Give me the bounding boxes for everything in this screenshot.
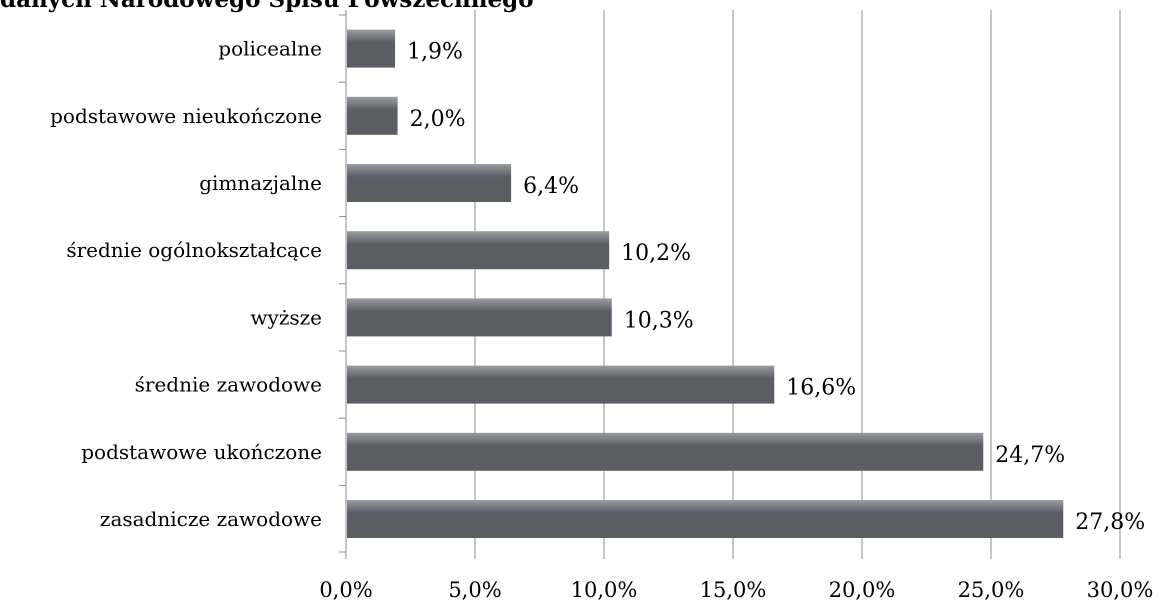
data-label: 10,2%: [621, 241, 691, 266]
data-label: 16,6%: [786, 376, 856, 401]
data-label: 6,4%: [523, 174, 579, 199]
bar: [347, 29, 396, 68]
bar: [347, 500, 1064, 538]
data-label: 1,9%: [407, 40, 463, 65]
x-tick-label: 0,0%: [319, 578, 372, 602]
bar: [347, 432, 984, 471]
data-label: 10,3%: [624, 308, 694, 333]
bar: [347, 96, 398, 135]
category-label: średnie ogólnokształcące: [66, 238, 322, 262]
bars: [347, 29, 1064, 538]
chart-title: danych Narodowego Spisu Powszechnego: [0, 0, 534, 13]
x-tick-label: 20,0%: [829, 578, 896, 602]
x-tick-label: 5,0%: [448, 578, 501, 602]
bar: [347, 365, 775, 404]
bar: [347, 164, 512, 202]
x-tick-label: 10,0%: [571, 578, 638, 602]
category-label: gimnazjalne: [199, 171, 322, 195]
data-label: 2,0%: [410, 107, 466, 132]
data-label: 24,7%: [995, 443, 1065, 468]
x-tick-label: 15,0%: [700, 578, 767, 602]
category-label: wyższe: [250, 305, 322, 329]
category-label: policealne: [218, 37, 322, 61]
category-label: zasadnicze zawodowe: [100, 507, 322, 531]
x-tick-label: 30,0%: [1087, 578, 1154, 602]
data-label: 27,8%: [1075, 510, 1145, 535]
category-label: średnie zawodowe: [135, 373, 322, 397]
category-label: podstawowe ukończone: [81, 440, 322, 464]
bar: [347, 231, 610, 270]
category-label: podstawowe nieukończone: [50, 104, 322, 128]
x-tick-label: 25,0%: [958, 578, 1025, 602]
bar: [347, 298, 612, 337]
axes: [339, 10, 1121, 559]
labels: 0,0% 5,0% 10,0% 15,0% 20,0% 25,0% 30,0% policea…: [50, 37, 1153, 602]
